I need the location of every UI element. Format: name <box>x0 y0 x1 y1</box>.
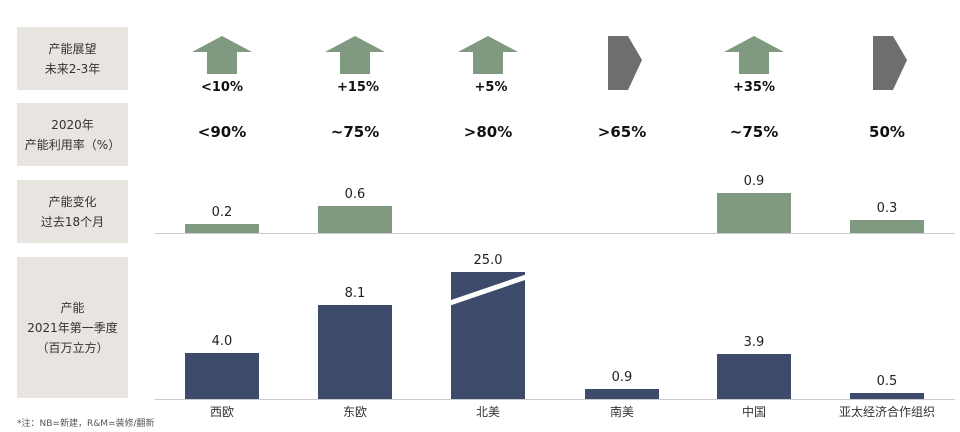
capacity-value-label: 4.0 <box>211 333 233 349</box>
capacity-bar <box>585 388 659 399</box>
utilization-label: <90% <box>197 123 247 141</box>
label-line: 未来2-3年 <box>44 61 101 76</box>
capacity-axis <box>155 399 955 400</box>
capacity-bar <box>185 352 259 399</box>
change-bar <box>185 224 259 233</box>
utilization-label: ~75% <box>330 123 380 141</box>
category-label: 西欧 <box>209 405 235 419</box>
outlook-label: +5% <box>474 80 508 95</box>
category-label: 北美 <box>475 405 501 419</box>
capacity-bar <box>850 393 924 399</box>
label-line: （百万立方） <box>36 340 109 355</box>
label-line: 产能展望 <box>48 41 97 56</box>
capacity-value-label: 25.0 <box>473 253 503 268</box>
label-line: 过去18个月 <box>40 214 105 229</box>
arrow-up-icon <box>192 36 252 74</box>
footnote: *注：NB=新建，R&M=装修/翻新 <box>17 419 155 429</box>
capacity-value-label: 8.1 <box>344 286 366 302</box>
outlook-label: +15% <box>336 80 380 95</box>
category-label: 东欧 <box>342 405 368 419</box>
arrow-up-icon <box>325 36 385 74</box>
change-bar <box>717 192 791 233</box>
utilization-label: ~75% <box>729 123 779 141</box>
outlook-label: <10% <box>200 80 244 95</box>
arrow-up-icon <box>458 36 518 74</box>
label-line: 2020年 <box>51 117 94 132</box>
utilization-label: >65% <box>597 123 647 141</box>
capacity-value-label: 0.9 <box>611 369 633 385</box>
capacity-bar <box>717 353 791 399</box>
axis-break-mark <box>446 273 530 307</box>
category-label: 亚太经济合作组织 <box>838 405 936 419</box>
label-line: 产能利用率（%） <box>24 137 121 152</box>
change-value-label: 0.2 <box>211 205 233 221</box>
category-label: 中国 <box>741 405 767 419</box>
row-label-utilization: 2020年产能利用率（%） <box>17 103 128 166</box>
row-label-change: 产能变化过去18个月 <box>17 180 128 243</box>
label-line: 产能变化 <box>48 194 97 209</box>
change-axis <box>155 233 955 234</box>
row-label-capacity: 产能 2021年第一季度 （百万立方） <box>17 257 128 398</box>
capacity-value-label: 3.9 <box>743 334 765 350</box>
arrow-right-icon <box>608 36 642 90</box>
capacity-bar <box>318 305 392 399</box>
arrow-right-icon <box>873 36 907 90</box>
category-label: 南美 <box>609 405 635 419</box>
utilization-label: >80% <box>463 123 513 141</box>
change-value-label: 0.6 <box>344 187 366 203</box>
arrow-up-icon <box>724 36 784 74</box>
capacity-bar <box>451 272 525 399</box>
change-bar <box>318 206 392 233</box>
row-label-outlook: 产能展望未来2-3年 <box>17 27 128 90</box>
utilization-label: 50% <box>869 123 905 141</box>
change-value-label: 0.9 <box>743 173 765 189</box>
outlook-label: +35% <box>732 80 776 95</box>
label-line: 产能 <box>60 300 85 315</box>
capacity-value-label: 0.5 <box>876 374 898 390</box>
change-value-label: 0.3 <box>876 200 898 216</box>
change-bar <box>850 219 924 233</box>
label-line: 2021年第一季度 <box>27 320 118 335</box>
